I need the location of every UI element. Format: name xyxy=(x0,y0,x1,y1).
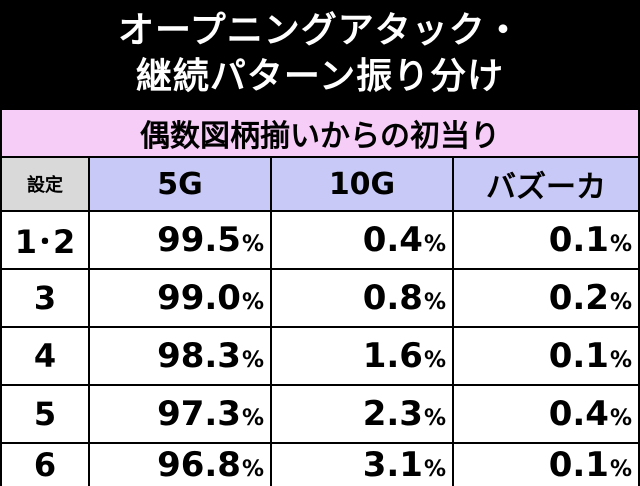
row-value-10g: 0.4% xyxy=(272,212,452,268)
percent-sign: % xyxy=(423,289,446,315)
row-value-5g: 96.8% xyxy=(90,444,270,486)
value-number: 99.0 xyxy=(157,278,241,318)
row-value-10g: 0.8% xyxy=(272,270,452,326)
row-value-10g: 1.6% xyxy=(272,328,452,384)
row-value-5g: 99.5% xyxy=(90,212,270,268)
value-number: 0.2 xyxy=(548,278,609,318)
distribution-table: 偶数図柄揃いからの初当り 設定 5G 10G バズーカ 1･2 99.5% 0.… xyxy=(0,110,640,486)
percent-sign: % xyxy=(609,347,632,373)
row-setting: 1･2 xyxy=(2,212,88,268)
row-setting: 4 xyxy=(2,328,88,384)
row-setting: 5 xyxy=(2,386,88,442)
table-subheader: 偶数図柄揃いからの初当り xyxy=(2,110,638,156)
row-value-bazooka: 0.2% xyxy=(454,270,638,326)
percent-sign: % xyxy=(423,231,446,257)
header-5g: 5G xyxy=(90,158,270,210)
title-line-2: 継続パターン振り分け xyxy=(135,56,505,97)
value-number: 0.4 xyxy=(548,394,609,434)
percent-sign: % xyxy=(423,347,446,373)
row-setting: 3 xyxy=(2,270,88,326)
value-number: 96.8 xyxy=(157,445,241,485)
header-bazooka: バズーカ xyxy=(454,158,638,210)
value-number: 1.6 xyxy=(362,336,423,376)
header-setting: 設定 xyxy=(2,158,88,210)
percent-sign: % xyxy=(609,405,632,431)
page-title: オープニングアタック・ 継続パターン振り分け xyxy=(0,0,640,108)
value-number: 0.4 xyxy=(362,220,423,260)
row-setting: 6 xyxy=(2,444,88,486)
value-number: 0.1 xyxy=(548,220,609,260)
value-number: 98.3 xyxy=(157,336,241,376)
value-number: 97.3 xyxy=(157,394,241,434)
value-number: 2.3 xyxy=(362,394,423,434)
value-number: 99.5 xyxy=(157,220,241,260)
percent-sign: % xyxy=(241,231,264,257)
percent-sign: % xyxy=(609,289,632,315)
value-number: 0.1 xyxy=(548,336,609,376)
value-number: 0.1 xyxy=(548,445,609,485)
row-value-bazooka: 0.1% xyxy=(454,328,638,384)
row-value-10g: 3.1% xyxy=(272,444,452,486)
value-number: 0.8 xyxy=(362,278,423,318)
header-10g: 10G xyxy=(272,158,452,210)
percent-sign: % xyxy=(423,456,446,482)
percent-sign: % xyxy=(609,231,632,257)
percent-sign: % xyxy=(609,456,632,482)
row-value-bazooka: 0.4% xyxy=(454,386,638,442)
percent-sign: % xyxy=(241,405,264,431)
percent-sign: % xyxy=(241,289,264,315)
title-line-1: オープニングアタック・ xyxy=(117,10,523,51)
row-value-5g: 97.3% xyxy=(90,386,270,442)
row-value-bazooka: 0.1% xyxy=(454,444,638,486)
percent-sign: % xyxy=(423,405,446,431)
value-number: 3.1 xyxy=(362,445,423,485)
row-value-10g: 2.3% xyxy=(272,386,452,442)
percent-sign: % xyxy=(241,347,264,373)
row-value-5g: 98.3% xyxy=(90,328,270,384)
row-value-5g: 99.0% xyxy=(90,270,270,326)
percent-sign: % xyxy=(241,456,264,482)
row-value-bazooka: 0.1% xyxy=(454,212,638,268)
